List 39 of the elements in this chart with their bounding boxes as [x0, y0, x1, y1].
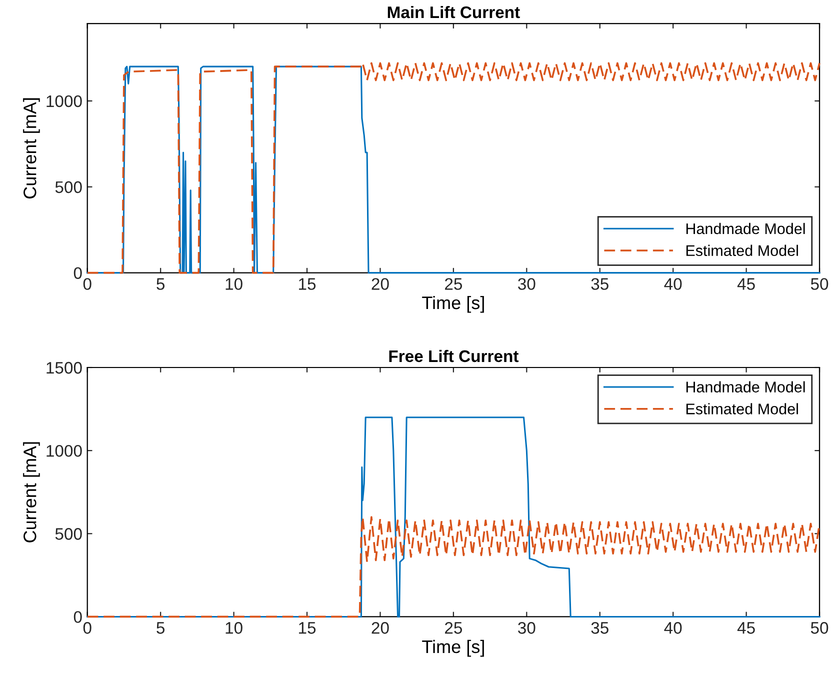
x-tick-label: 15 — [299, 278, 316, 290]
x-tick-label: 30 — [518, 622, 536, 634]
x-tick-label: 0 — [83, 278, 92, 290]
chart-title: Main Lift Current — [388, 6, 520, 18]
x-tick-label: 45 — [737, 622, 755, 634]
y-axis-title: Current [mA] — [23, 98, 40, 198]
legend-label: Estimated Model — [686, 244, 798, 256]
x-tick-label: 40 — [664, 622, 682, 634]
x-tick-label: 50 — [810, 278, 828, 290]
x-tick-label: 30 — [518, 278, 536, 290]
y-tick-label: 0 — [74, 267, 82, 280]
y-tick-label: 1000 — [46, 444, 82, 457]
y-tick-label: 500 — [55, 181, 82, 194]
x-axis-title: Time [s] — [422, 296, 484, 313]
x-tick-label: 25 — [445, 622, 462, 634]
legend-label: Handmade Model — [686, 381, 805, 392]
x-tick-label: 25 — [445, 278, 462, 290]
y-tick-label: 1500 — [46, 362, 82, 374]
x-tick-label: 10 — [226, 278, 242, 290]
y-tick-label: 0 — [74, 611, 82, 623]
y-axis-title: Current [mA] — [23, 442, 40, 542]
x-tick-label: 35 — [591, 278, 608, 290]
x-tick-label: 45 — [737, 278, 755, 290]
x-axis-title: Time [s] — [422, 640, 484, 657]
x-tick-label: 10 — [226, 622, 242, 634]
x-tick-label: 20 — [372, 622, 389, 634]
x-tick-label: 0 — [83, 622, 92, 634]
legend-label: Handmade Model — [686, 222, 805, 234]
x-tick-label: 40 — [664, 278, 682, 290]
y-tick-label: 1000 — [46, 95, 82, 108]
y-tick-label: 500 — [55, 528, 82, 540]
x-tick-label: 20 — [372, 278, 389, 290]
chart-title: Free Lift Current — [389, 350, 519, 362]
legend-label: Estimated Model — [686, 403, 798, 414]
x-tick-label: 50 — [810, 622, 828, 634]
x-tick-label: 5 — [156, 622, 165, 634]
x-tick-label: 35 — [591, 622, 608, 634]
x-tick-label: 15 — [299, 622, 316, 634]
x-tick-label: 5 — [156, 278, 165, 290]
